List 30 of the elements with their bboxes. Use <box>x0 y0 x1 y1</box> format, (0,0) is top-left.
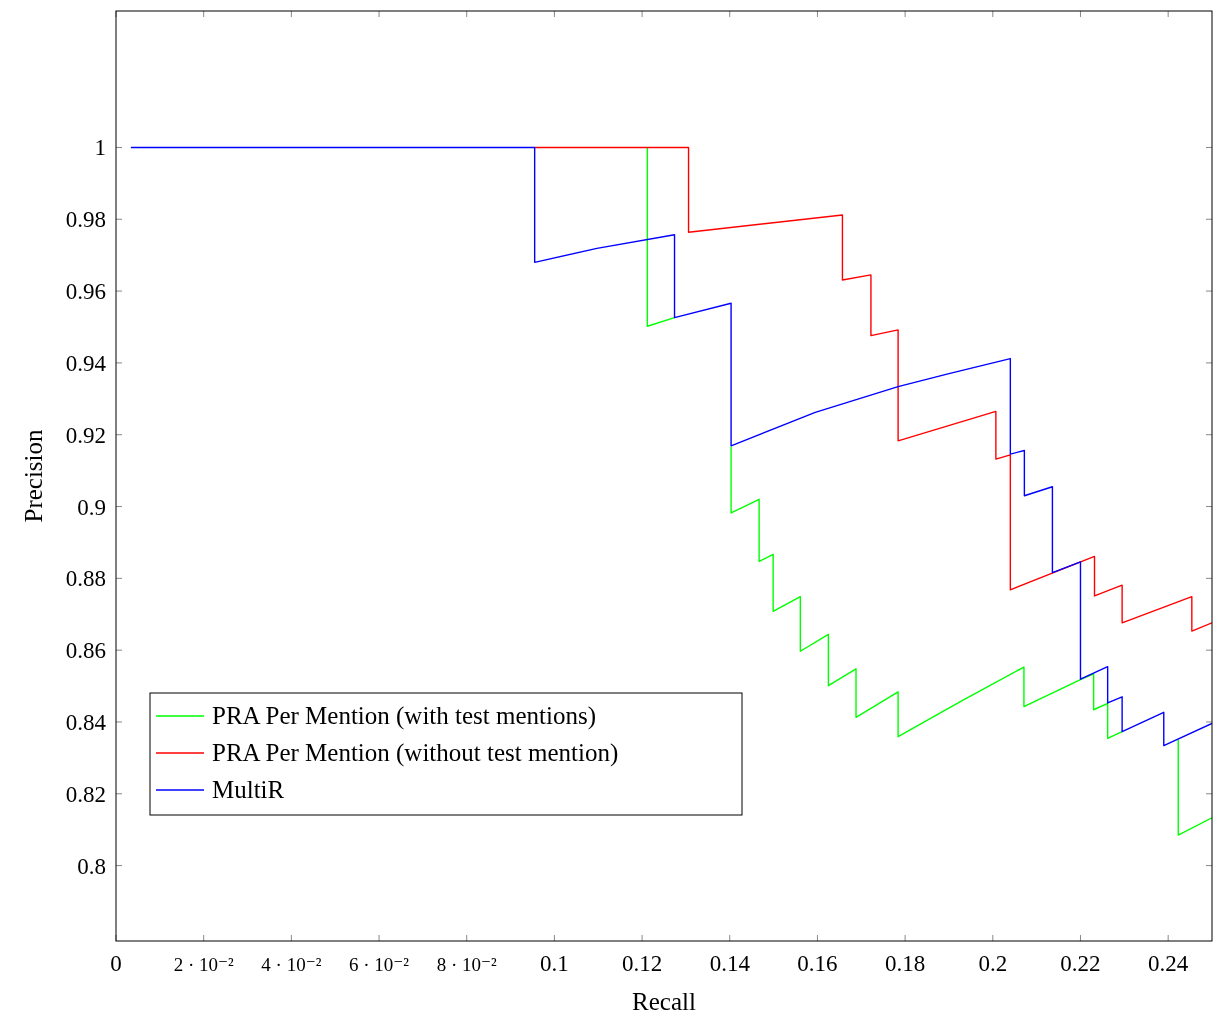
x-tick-label: 8 · 10⁻² <box>436 954 498 975</box>
y-tick-label: 0.92 <box>65 422 106 448</box>
x-tick-label: 0.16 <box>797 951 838 976</box>
x-tick-label: 0.14 <box>709 951 751 976</box>
y-tick-label: 0.96 <box>65 279 106 305</box>
x-tick-label: 0.1 <box>540 951 569 976</box>
y-tick-label: 1 <box>94 135 106 161</box>
y-tick-label: 0.94 <box>65 350 107 376</box>
x-tick-label: 0.18 <box>884 951 926 976</box>
legend-label: PRA Per Mention (with test mentions) <box>212 702 597 730</box>
x-tick-label: 0 <box>110 951 122 976</box>
line-series <box>533 146 1212 632</box>
y-tick-label: 0.84 <box>65 709 107 735</box>
x-tick-label: 0.24 <box>1148 951 1189 976</box>
x-tick-label: 2 · 10⁻² <box>173 954 234 975</box>
y-tick-label: 0.98 <box>65 207 106 233</box>
legend-label: MultiR <box>212 776 285 803</box>
x-axis-title: Recall <box>632 988 696 1015</box>
y-tick-label: 0.88 <box>65 566 106 592</box>
x-tick-label: 0.2 <box>978 951 1008 976</box>
x-tick-label: 0.12 <box>621 951 663 976</box>
y-axis-title: Precision <box>20 428 47 523</box>
legend-label: PRA Per Mention (without test mention) <box>212 739 619 767</box>
x-tick-label: 0.22 <box>1060 951 1101 976</box>
y-tick-label: 0.86 <box>65 638 106 664</box>
x-tick-label: 4 · 10⁻² <box>261 954 322 975</box>
x-tick-label: 6 · 10⁻² <box>349 954 410 975</box>
y-tick-label: 0.82 <box>65 781 106 807</box>
y-tick-label: 0.9 <box>77 494 106 520</box>
y-tick-label: 0.8 <box>77 853 106 879</box>
